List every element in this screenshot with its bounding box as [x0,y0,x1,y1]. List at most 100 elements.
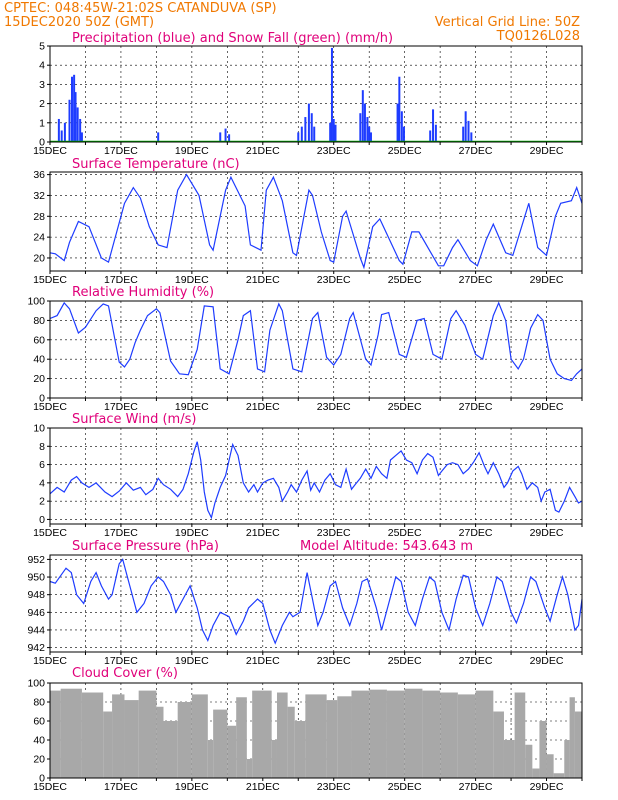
plot-frame [49,427,583,525]
precip-bar [57,118,60,142]
cloud-bar [213,709,228,778]
x-tick-label: 21DEC [246,655,280,667]
precip-bar [60,130,63,142]
y-tick-label: 8 [39,441,45,453]
y-tick-label: 3 [39,79,45,91]
y-tick-label: 1 [39,117,45,129]
cloud-bar [276,692,288,778]
precip-bar [297,132,300,142]
cloud-bar [138,690,157,778]
cloud-bar [564,740,570,778]
precip-bar [76,107,79,142]
cloud-bar [287,706,295,778]
x-tick-label: 17DEC [104,781,138,793]
x-tick-label: 29DEC [530,655,564,667]
precip-bar [228,134,231,142]
precip-bar [402,126,405,142]
series-line [49,558,583,645]
panel-title: Surface Temperature (nC) [72,157,240,172]
cloud-bar [103,711,113,778]
cloud-bar [236,697,247,778]
cloud-bar [532,768,540,778]
x-tick-label: 15DEC [33,781,67,793]
y-tick-label: 28 [33,211,45,223]
x-tick-label: 17DEC [104,401,138,413]
cloud-bar [569,697,575,778]
panel-precipitation: 0 1 2 3 4 5 15DEC 17DEC 19DEC 21DEC 23DEC 25DEC 27DE… [33,31,583,157]
precip-bar [429,130,432,142]
panel-title: Cloud Cover (%) [72,666,178,681]
precip-bar [313,126,316,142]
plot-frame [49,45,583,143]
precip-bar [157,132,160,142]
cloud-bar [81,692,104,778]
precip-bar [310,113,313,142]
x-tick-label: 21DEC [246,401,280,413]
y-tick-label: 952 [27,554,45,566]
x-tick-label: 23DEC [317,401,351,413]
x-tick-label: 29DEC [530,145,564,157]
y-tick-label: 4 [39,60,45,72]
x-tick-label: 23DEC [317,145,351,157]
cloud-bar [177,702,192,778]
precip-bar [396,103,399,142]
cloud-bar [112,694,125,778]
cloud-bar [457,694,476,778]
x-tick-label: 19DEC [175,145,209,157]
precip-bar [332,118,335,142]
x-tick-label: 19DEC [175,401,209,413]
cloud-bar [326,700,338,778]
precip-bar [464,111,467,142]
cloud-bar [404,688,423,778]
precip-bar [307,103,310,142]
x-tick-label: 17DEC [104,145,138,157]
precip-bar [300,126,303,142]
plot-frame [49,682,583,779]
y-tick-label: 80 [33,315,45,327]
x-tick-label: 23DEC [317,781,351,793]
precip-bar [462,126,465,142]
y-tick-label: 5 [39,41,45,53]
x-tick-label: 25DEC [388,781,422,793]
y-tick-label: 20 [33,754,45,766]
cloud-bar [124,700,139,778]
x-tick-label: 15DEC [33,527,67,539]
cloud-bar [50,690,61,778]
precip-bar [432,109,435,142]
precip-bar [467,120,470,142]
cloud-bar [351,690,370,778]
x-tick-label: 15DEC [33,145,67,157]
cloud-bar [440,692,458,778]
panel-wind: 0 2 4 6 8 10 15DEC 17DEC 19DEC 21DEC 23DEC 25DEC 27D… [33,412,583,539]
x-tick-label: 25DEC [388,527,422,539]
y-tick-label: 946 [27,607,45,619]
y-tick-label: 20 [33,252,45,264]
cloud-bar [60,688,82,778]
y-tick-label: 40 [33,354,45,366]
x-tick-label: 27DEC [459,781,493,793]
precip-bar [400,111,403,142]
cloud-bar [539,721,547,778]
precip-bar [80,132,83,142]
panel-title: Relative Humidity (%) [72,285,214,300]
cloud-bar [305,694,327,778]
panel-temperature: 20 24 28 32 36 15DEC 17DEC 19DEC 21DEC 23DEC 25DEC… [33,157,583,286]
cloud-bar [294,721,306,778]
panel-cloud: 0 20 40 60 80 100 15DEC 17DEC 19DEC 21DEC 23DEC 25D… [27,666,583,793]
cloud-bar [207,740,214,778]
plot-frame [49,171,583,272]
x-tick-label: 29DEC [530,401,564,413]
x-tick-label: 25DEC [388,401,422,413]
y-tick-label: 24 [33,232,45,244]
header-station: CPTEC: 048:45W-21:02S CATANDUVA (SP) [4,1,277,16]
y-tick-label: 60 [33,716,45,728]
y-tick-label: 6 [39,459,45,471]
cloud-bar [191,694,208,778]
cloud-bar [246,759,253,778]
cloud-bar [525,744,533,778]
precip-bar [330,47,333,142]
y-tick-label: 32 [33,190,45,202]
precip-bar [219,132,222,142]
x-tick-label: 19DEC [175,655,209,667]
precip-bar [70,76,73,142]
